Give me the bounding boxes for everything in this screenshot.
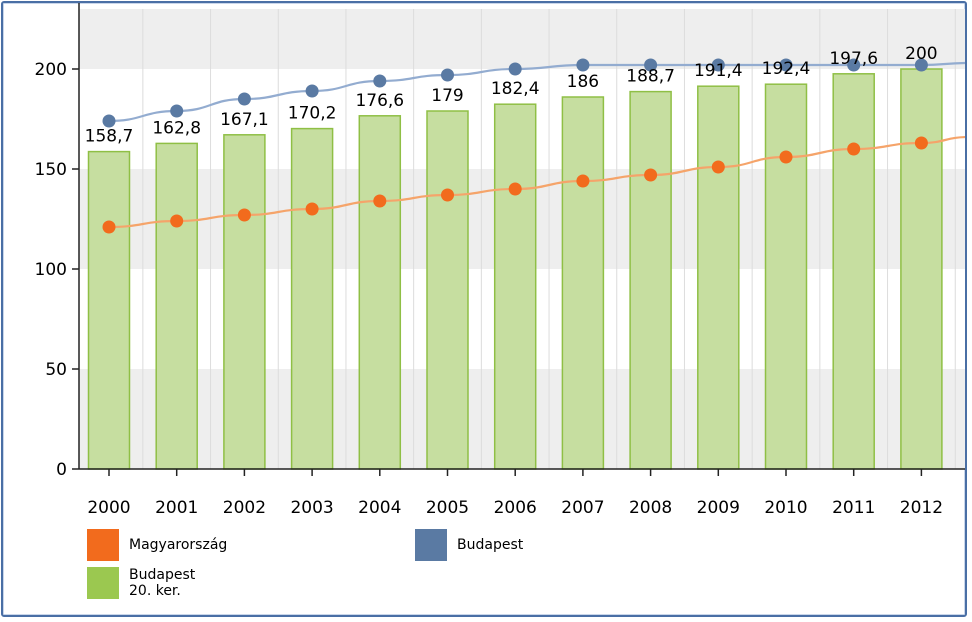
bar-2003 — [290, 127, 334, 470]
magyarorszag-point-2008 — [644, 168, 658, 182]
legend-swatch — [87, 567, 119, 599]
magyarorszag-point-2012 — [914, 136, 928, 150]
bar-value-label: 176,6 — [355, 91, 404, 111]
bar-value-label: 170,2 — [288, 104, 337, 124]
bar-value-label: 197,6 — [829, 49, 878, 69]
magyarorszag-line — [108, 136, 965, 229]
budapest-point-2002 — [237, 92, 251, 106]
legend-label: Budapest 20. ker. — [129, 567, 196, 599]
budapest-point-2000 — [102, 114, 116, 128]
bar-value-label: 167,1 — [220, 110, 269, 130]
bar-2005 — [426, 110, 469, 470]
magyarorszag-point-2004 — [373, 194, 387, 208]
legend-item[interactable]: Budapest 20. ker. — [87, 567, 195, 599]
x-tick-label: 2002 — [223, 498, 266, 518]
bar-2004 — [358, 115, 402, 470]
x-tick-label: 2004 — [358, 498, 401, 518]
budapest-point-2009 — [711, 58, 725, 72]
magyarorszag-point-2009 — [711, 160, 725, 174]
x-tick-label: 2007 — [561, 498, 604, 518]
axes: 0 50 100 150 200 2000 2001 2002 2003 2004 2005 2006… — [35, 3, 965, 518]
bar-value-label: 188,7 — [626, 67, 675, 87]
bar-value-label: 191,4 — [694, 61, 743, 81]
magyarorszag-point-2003 — [305, 202, 319, 216]
bar-value-label: 186 — [567, 72, 599, 92]
budapest-point-2001 — [170, 104, 184, 118]
x-tick-label: 2010 — [764, 498, 807, 518]
x-tick-label: 2001 — [155, 498, 198, 518]
y-tick-label: 150 — [35, 160, 67, 180]
bar-value-label: 192,4 — [762, 59, 811, 79]
bar-series — [87, 68, 943, 470]
data-labels: 158,7 162,8 167,1 170,2 176,6 179 182,4 186 188,… — [85, 44, 938, 147]
legend-item[interactable]: Magyarország — [87, 529, 227, 561]
y-tick-label: 100 — [35, 260, 67, 280]
bar-2011 — [832, 73, 875, 470]
budapest-point-2003 — [305, 84, 319, 98]
magyarorszag-point-2005 — [441, 188, 454, 202]
x-tick-label: 2003 — [290, 498, 333, 518]
bar-2012 — [900, 68, 943, 470]
budapest-point-2005 — [441, 68, 454, 82]
legend-swatch — [415, 529, 447, 561]
x-tick-label: 2012 — [900, 498, 943, 518]
bar-value-label: 162,8 — [152, 118, 201, 138]
legend-label: Budapest — [457, 537, 524, 553]
bar-2009 — [697, 85, 740, 470]
legend-swatch — [87, 529, 119, 561]
bar-2000 — [87, 150, 131, 470]
bar-value-label: 200 — [905, 44, 937, 64]
bar-2010 — [764, 83, 808, 470]
combo-chart: 0 50 100 150 200 2000 2001 2002 2003 2004 2005 2006… — [35, 3, 965, 518]
magyarorszag-point-2002 — [237, 208, 251, 222]
budapest-point-2004 — [373, 74, 387, 88]
grid-band — [79, 9, 965, 69]
x-tick-label: 2005 — [426, 498, 469, 518]
vertical-gridlines — [142, 9, 956, 469]
budapest-point-2008 — [644, 58, 658, 72]
x-tick-label: 2000 — [87, 498, 130, 518]
bar-value-label: 182,4 — [491, 79, 540, 99]
budapest-point-2012 — [914, 58, 928, 72]
magyarorszag-point-2000 — [102, 220, 116, 234]
budapest-point-2006 — [508, 62, 522, 76]
bar-2002 — [223, 134, 266, 470]
magyarorszag-point-2010 — [779, 150, 793, 164]
bar-2001 — [155, 142, 198, 470]
magyarorszag-point-2007 — [576, 174, 590, 188]
bar-value-label: 158,7 — [85, 127, 134, 147]
y-tick-label: 50 — [45, 360, 67, 380]
legend-label: Magyarország — [129, 537, 228, 553]
bar-value-label: 179 — [431, 86, 463, 106]
budapest-point-2011 — [847, 58, 861, 72]
bar-2007 — [561, 96, 605, 470]
x-tick-label: 2006 — [494, 498, 537, 518]
budapest-line — [108, 61, 965, 123]
y-tick-label: 200 — [35, 60, 67, 80]
bar-2008 — [629, 90, 672, 470]
y-tick-label: 0 — [56, 460, 67, 480]
bar-2006 — [493, 103, 537, 470]
x-tick-label: 2008 — [629, 498, 672, 518]
magyarorszag-point-2001 — [170, 214, 184, 228]
budapest-point-2010 — [779, 58, 793, 72]
line-series — [102, 58, 965, 234]
x-tick-label: 2011 — [832, 498, 875, 518]
magyarorszag-point-2011 — [847, 142, 861, 156]
x-tick-label: 2009 — [697, 498, 740, 518]
magyarorszag-point-2006 — [508, 182, 522, 196]
legend-item[interactable]: Budapest — [415, 529, 523, 561]
budapest-point-2007 — [576, 58, 590, 72]
